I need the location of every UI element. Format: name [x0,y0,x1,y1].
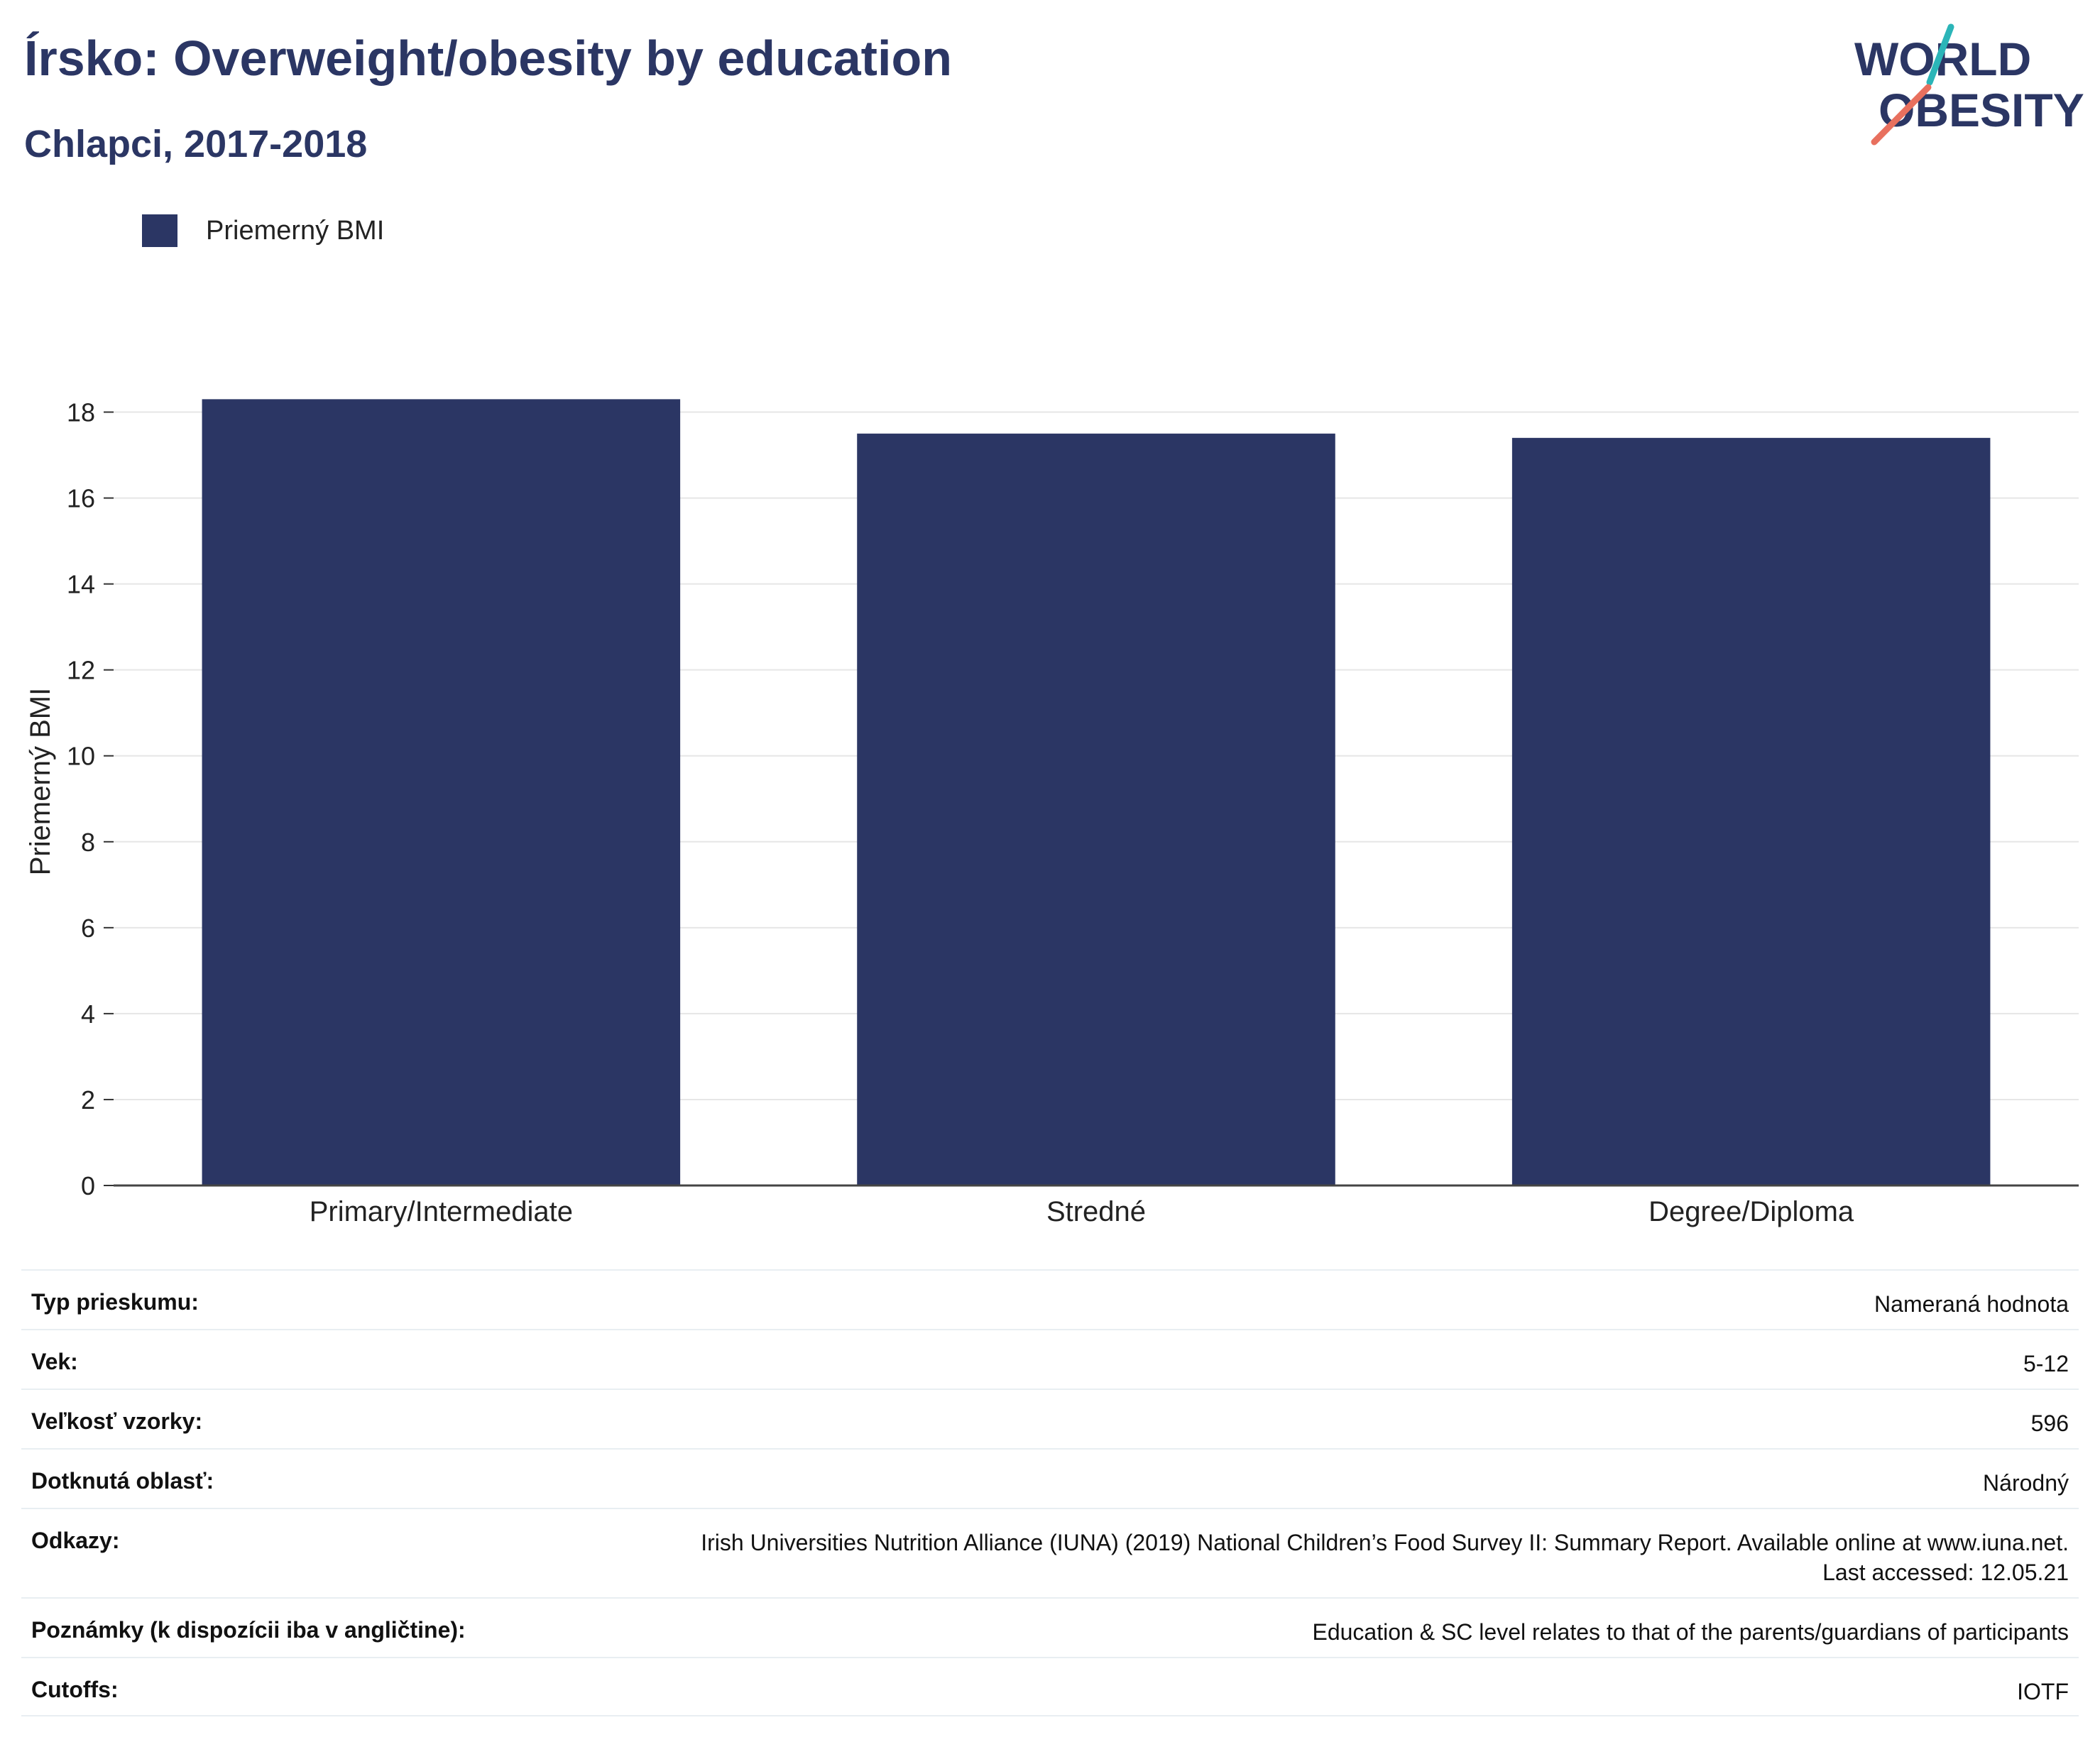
info-value: IOTF [2017,1679,2069,1704]
info-row: Typ prieskumu: Nameraná hodnota [21,1269,2079,1329]
info-label: Typ prieskumu: [31,1289,199,1315]
y-tick-label: 4 [81,1000,95,1029]
legend-label: Priemerný BMI [206,215,385,246]
info-row: Dotknutá oblasť: Národný [21,1448,2079,1508]
y-axis-title: Priemerný BMI [25,688,56,876]
chart-legend: Priemerný BMI [142,213,384,248]
bar [857,433,1335,1185]
y-tick-label: 0 [81,1171,95,1200]
info-row: Cutoffs: IOTF [21,1657,2079,1716]
info-value: Irish Universities Nutrition Alliance (I… [701,1530,2069,1585]
info-value: Národný [1983,1470,2069,1496]
x-tick-label: Stredné [1046,1196,1146,1227]
info-value: Nameraná hodnota [1874,1291,2069,1317]
bar [202,399,681,1185]
info-label: Poznámky (k dispozícii iba v angličtine)… [31,1617,466,1643]
y-tick-label: 2 [81,1085,95,1115]
chart-subtitle: Chlapci, 2017-2018 [24,123,368,165]
info-table: Typ prieskumu: Nameraná hodnota Vek: 5-12 Ve… [21,1269,2079,1716]
info-label: Vek: [31,1349,78,1374]
logo-slash-bottom [1871,84,1932,146]
y-tick-label: 14 [67,570,95,599]
logo-slash-top [1926,23,1954,86]
info-row: Veľkosť vzorky: 596 [21,1389,2079,1448]
info-label: Cutoffs: [31,1677,119,1702]
bar [1511,437,1991,1186]
x-tick-label: Primary/Intermediate [310,1196,573,1227]
bar-chart: 0 2 4 6 8 10 12 14 16 18 Priemerný BMI Primary/Inte… [25,398,2079,1227]
y-tick-label: 18 [67,398,95,427]
y-tick-label: 6 [81,914,95,943]
y-tick-label: 12 [67,656,95,685]
info-row: Poznámky (k dispozícii iba v angličtine)… [21,1597,2079,1657]
y-tick-label: 8 [81,828,95,857]
info-value: 5-12 [2023,1351,2069,1376]
info-label: Veľkosť vzorky: [31,1408,203,1434]
legend-swatch [142,214,177,247]
info-row: Odkazy: Irish Universities Nutrition Alli… [21,1508,2079,1597]
info-value: 596 [2030,1411,2069,1436]
info-label: Dotknutá oblasť: [31,1468,214,1494]
y-tick-label: 16 [67,484,95,513]
logo-line-2: OBESITY [1878,84,2084,136]
x-tick-label: Degree/Diploma [1648,1196,1854,1227]
info-label: Odkazy: [31,1528,120,1553]
y-tick-label: 10 [67,742,95,771]
info-row: Vek: 5-12 [21,1329,2079,1389]
world-obesity-logo: WORLD OBESITY [1854,23,2084,146]
info-value: Education & SC level relates to that of … [1312,1619,2069,1645]
chart-title: Írsko: Overweight/obesity by education [24,31,952,86]
